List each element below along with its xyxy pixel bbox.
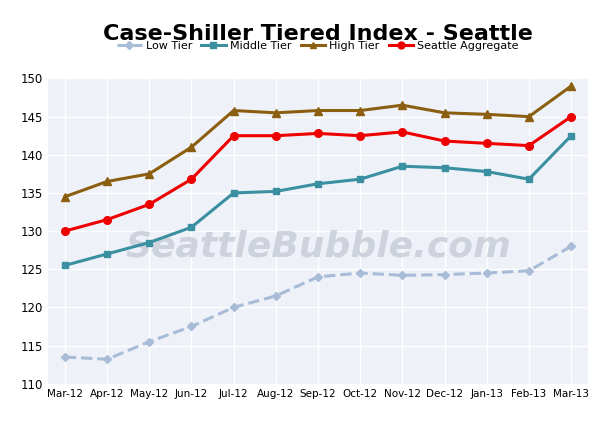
- Seattle Aggregate: [272, 133, 280, 138]
- Line: Low Tier: Low Tier: [62, 243, 574, 362]
- Low Tier: [314, 274, 322, 279]
- High Tier: [61, 194, 68, 199]
- Middle Tier: [441, 165, 448, 170]
- High Tier: [441, 110, 448, 116]
- Low Tier: [568, 244, 575, 249]
- High Tier: [188, 145, 195, 150]
- Seattle Aggregate: [314, 131, 322, 136]
- Middle Tier: [272, 189, 280, 194]
- Low Tier: [146, 339, 153, 344]
- Low Tier: [272, 293, 280, 299]
- Seattle Aggregate: [356, 133, 364, 138]
- High Tier: [314, 108, 322, 113]
- High Tier: [272, 110, 280, 116]
- Middle Tier: [356, 177, 364, 182]
- Middle Tier: [526, 177, 533, 182]
- Middle Tier: [483, 169, 490, 174]
- Seattle Aggregate: [441, 138, 448, 143]
- High Tier: [526, 114, 533, 119]
- Low Tier: [61, 354, 68, 360]
- Seattle Aggregate: [399, 129, 406, 135]
- Middle Tier: [399, 164, 406, 169]
- Middle Tier: [568, 133, 575, 138]
- Middle Tier: [146, 240, 153, 245]
- Seattle Aggregate: [61, 228, 68, 234]
- High Tier: [483, 112, 490, 117]
- Seattle Aggregate: [103, 217, 110, 222]
- Low Tier: [399, 273, 406, 278]
- Line: High Tier: High Tier: [61, 82, 575, 201]
- Low Tier: [230, 305, 237, 310]
- Seattle Aggregate: [526, 143, 533, 148]
- High Tier: [230, 108, 237, 113]
- Seattle Aggregate: [483, 141, 490, 146]
- Middle Tier: [188, 225, 195, 230]
- Seattle Aggregate: [568, 114, 575, 119]
- Seattle Aggregate: [230, 133, 237, 138]
- Low Tier: [483, 270, 490, 276]
- Middle Tier: [103, 251, 110, 256]
- Seattle Aggregate: [146, 202, 153, 207]
- Low Tier: [356, 270, 364, 276]
- Low Tier: [441, 272, 448, 277]
- Middle Tier: [230, 190, 237, 195]
- High Tier: [568, 83, 575, 89]
- Text: SeattleBubble.com: SeattleBubble.com: [125, 229, 511, 263]
- Title: Case-Shiller Tiered Index - Seattle: Case-Shiller Tiered Index - Seattle: [103, 24, 533, 44]
- Seattle Aggregate: [188, 177, 195, 182]
- Low Tier: [526, 268, 533, 273]
- High Tier: [146, 171, 153, 177]
- Middle Tier: [61, 263, 68, 268]
- Line: Seattle Aggregate: Seattle Aggregate: [61, 113, 575, 235]
- Low Tier: [103, 357, 110, 362]
- Low Tier: [188, 324, 195, 329]
- Legend: Low Tier, Middle Tier, High Tier, Seattle Aggregate: Low Tier, Middle Tier, High Tier, Seattl…: [113, 37, 523, 56]
- Middle Tier: [314, 181, 322, 187]
- High Tier: [103, 179, 110, 184]
- High Tier: [356, 108, 364, 113]
- High Tier: [399, 102, 406, 108]
- Line: Middle Tier: Middle Tier: [61, 132, 575, 269]
